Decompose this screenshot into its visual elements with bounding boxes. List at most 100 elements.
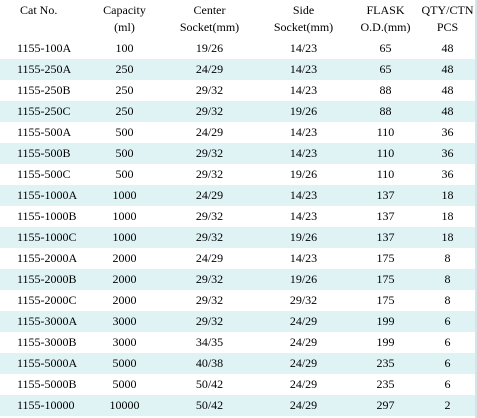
table-row: 1155-500A 500 24/29 14/23 110 36 bbox=[0, 122, 477, 143]
table-cell-flask-od: 175 bbox=[353, 269, 418, 290]
column-header-line1: Side bbox=[292, 3, 315, 17]
table-cell-cat-no: 1155-2000A bbox=[0, 248, 84, 269]
table-cell-center-socket: 40/38 bbox=[165, 353, 254, 374]
column-header-capacity: Capacity (ml) bbox=[84, 0, 165, 38]
table-cell-capacity: 500 bbox=[84, 143, 165, 164]
table-cell-qty-per-carton: 6 bbox=[418, 353, 477, 374]
table-cell-side-socket: 14/23 bbox=[254, 248, 353, 269]
table-cell-capacity: 500 bbox=[84, 122, 165, 143]
table-row: 1155-5000B 5000 50/42 24/29 235 6 bbox=[0, 374, 477, 395]
table-cell-center-socket: 29/32 bbox=[165, 143, 254, 164]
table-row: 1155-1000B 1000 29/32 14/23 137 18 bbox=[0, 206, 477, 227]
table-cell-side-socket: 14/23 bbox=[254, 38, 353, 59]
column-header-line2: O.D.(mm) bbox=[360, 20, 411, 34]
table-cell-center-socket: 24/29 bbox=[165, 248, 254, 269]
table-cell-cat-no: 1155-250B bbox=[0, 80, 84, 101]
table-cell-cat-no: 1155-2000C bbox=[0, 290, 84, 311]
table-cell-cat-no: 1155-250A bbox=[0, 59, 84, 80]
table-cell-flask-od: 137 bbox=[353, 227, 418, 248]
table-cell-side-socket: 19/26 bbox=[254, 101, 353, 122]
table-cell-center-socket: 50/42 bbox=[165, 374, 254, 395]
right-edge-divider bbox=[475, 0, 477, 418]
table-row: 1155-250A 250 24/29 14/23 65 48 bbox=[0, 59, 477, 80]
table-cell-capacity: 1000 bbox=[84, 206, 165, 227]
table-cell-capacity: 3000 bbox=[84, 332, 165, 353]
table-cell-side-socket: 14/23 bbox=[254, 80, 353, 101]
table-cell-flask-od: 199 bbox=[353, 311, 418, 332]
table-cell-cat-no: 1155-1000C bbox=[0, 227, 84, 248]
table-cell-flask-od: 65 bbox=[353, 59, 418, 80]
table-cell-side-socket: 24/29 bbox=[254, 332, 353, 353]
table-cell-side-socket: 14/23 bbox=[254, 59, 353, 80]
table-cell-qty-per-carton: 48 bbox=[418, 59, 477, 80]
table-cell-cat-no: 1155-2000B bbox=[0, 269, 84, 290]
table-cell-cat-no: 1155-3000B bbox=[0, 332, 84, 353]
table-cell-center-socket: 50/42 bbox=[165, 395, 254, 416]
table-cell-qty-per-carton: 18 bbox=[418, 227, 477, 248]
table-row: 1155-1000A 1000 24/29 14/23 137 18 bbox=[0, 185, 477, 206]
table-cell-cat-no: 1155-100A bbox=[0, 38, 84, 59]
column-header-line2: PCS bbox=[436, 20, 459, 34]
table-cell-side-socket: 14/23 bbox=[254, 185, 353, 206]
table-row: 1155-500C 500 29/32 19/26 110 36 bbox=[0, 164, 477, 185]
table-cell-qty-per-carton: 48 bbox=[418, 101, 477, 122]
table-cell-cat-no: 1155-500A bbox=[0, 122, 84, 143]
table-cell-center-socket: 29/32 bbox=[165, 80, 254, 101]
table-cell-qty-per-carton: 36 bbox=[418, 143, 477, 164]
table-cell-flask-od: 137 bbox=[353, 206, 418, 227]
table-cell-side-socket: 14/23 bbox=[254, 122, 353, 143]
table-cell-cat-no: 1155-1000B bbox=[0, 206, 84, 227]
table-cell-side-socket: 24/29 bbox=[254, 374, 353, 395]
table-row: 1155-250C 250 29/32 19/26 88 48 bbox=[0, 101, 477, 122]
column-header-line1: FLASK bbox=[366, 3, 405, 17]
table-cell-center-socket: 29/32 bbox=[165, 101, 254, 122]
column-header-qty-per-carton: QTY/CTN PCS bbox=[418, 0, 477, 38]
table-cell-cat-no: 1155-500C bbox=[0, 164, 84, 185]
table-cell-qty-per-carton: 2 bbox=[418, 395, 477, 416]
table-cell-flask-od: 137 bbox=[353, 185, 418, 206]
column-header-flask-od: FLASK O.D.(mm) bbox=[353, 0, 418, 38]
table-row: 1155-1000C 1000 29/32 19/26 137 18 bbox=[0, 227, 477, 248]
table-cell-side-socket: 24/29 bbox=[254, 395, 353, 416]
table-cell-center-socket: 24/29 bbox=[165, 59, 254, 80]
table-cell-qty-per-carton: 36 bbox=[418, 122, 477, 143]
table-cell-cat-no: 1155-3000A bbox=[0, 311, 84, 332]
table-cell-flask-od: 110 bbox=[353, 164, 418, 185]
column-header-line1: QTY/CTN bbox=[421, 3, 474, 17]
table-body: 1155-100A 100 19/26 14/23 65 48 1155-250A 250 24… bbox=[0, 38, 477, 416]
table-cell-capacity: 5000 bbox=[84, 353, 165, 374]
column-header-line2: Socket(mm) bbox=[273, 20, 334, 34]
table-cell-center-socket: 29/32 bbox=[165, 311, 254, 332]
table-cell-flask-od: 88 bbox=[353, 80, 418, 101]
column-header-center-socket: Center Socket(mm) bbox=[165, 0, 254, 38]
table-cell-center-socket: 24/29 bbox=[165, 122, 254, 143]
table-row: 1155-2000C 2000 29/32 29/32 175 8 bbox=[0, 290, 477, 311]
table-cell-flask-od: 235 bbox=[353, 353, 418, 374]
table-cell-side-socket: 14/23 bbox=[254, 143, 353, 164]
table-cell-qty-per-carton: 8 bbox=[418, 269, 477, 290]
table-cell-center-socket: 24/29 bbox=[165, 185, 254, 206]
table-cell-capacity: 5000 bbox=[84, 374, 165, 395]
table-cell-center-socket: 29/32 bbox=[165, 290, 254, 311]
table-cell-capacity: 100 bbox=[84, 38, 165, 59]
table-cell-capacity: 1000 bbox=[84, 185, 165, 206]
column-header-line2: (ml) bbox=[114, 20, 135, 34]
table-cell-cat-no: 1155-250C bbox=[0, 101, 84, 122]
table-cell-flask-od: 199 bbox=[353, 332, 418, 353]
table-cell-qty-per-carton: 8 bbox=[418, 248, 477, 269]
table-cell-capacity: 250 bbox=[84, 80, 165, 101]
table-cell-capacity: 250 bbox=[84, 101, 165, 122]
table-cell-side-socket: 24/29 bbox=[254, 311, 353, 332]
table-cell-center-socket: 29/32 bbox=[165, 269, 254, 290]
column-header-side-socket: Side Socket(mm) bbox=[254, 0, 353, 38]
table-cell-qty-per-carton: 8 bbox=[418, 290, 477, 311]
header-row: Cat No. Capacity (ml) Center Socket(mm) Side S… bbox=[0, 0, 477, 38]
table-row: 1155-3000A 3000 29/32 24/29 199 6 bbox=[0, 311, 477, 332]
table-cell-flask-od: 175 bbox=[353, 290, 418, 311]
table-cell-side-socket: 19/26 bbox=[254, 227, 353, 248]
table-cell-side-socket: 29/32 bbox=[254, 290, 353, 311]
table-cell-capacity: 2000 bbox=[84, 290, 165, 311]
column-header-cat-no: Cat No. bbox=[0, 0, 84, 38]
table-cell-cat-no: 1155-10000 bbox=[0, 395, 84, 416]
table-cell-cat-no: 1155-500B bbox=[0, 143, 84, 164]
